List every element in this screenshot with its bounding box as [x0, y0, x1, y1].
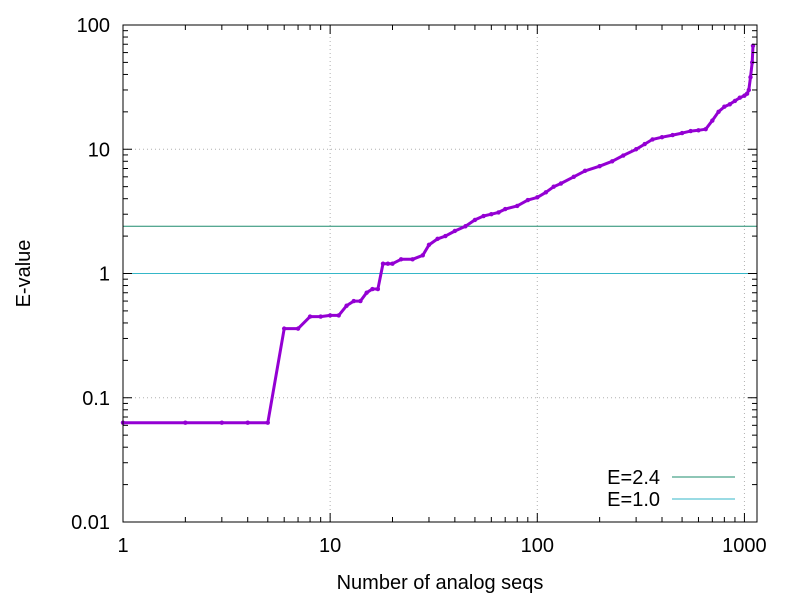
data-point — [472, 217, 478, 223]
x-tick-label: 1 — [117, 535, 128, 557]
data-point — [543, 190, 549, 195]
data-point — [375, 286, 381, 292]
data-point — [452, 228, 458, 234]
data-point — [327, 313, 333, 318]
data-point — [744, 91, 750, 96]
data-point — [679, 130, 685, 136]
data-point — [696, 128, 701, 133]
data-point — [344, 303, 349, 308]
data-point — [710, 118, 715, 123]
data-point — [443, 233, 448, 239]
data-point — [746, 87, 752, 93]
y-tick-label: 1 — [99, 264, 110, 286]
y-tick-label: 10 — [88, 139, 110, 161]
data-point — [515, 203, 520, 209]
reference-lines — [123, 225, 757, 274]
data-point — [426, 242, 432, 248]
axis-ticks — [122, 24, 757, 523]
x-tick-label: 100 — [521, 535, 554, 557]
data-point — [420, 253, 425, 258]
data-point — [703, 127, 708, 132]
data-point — [502, 206, 508, 212]
data-point — [650, 137, 655, 142]
data-point — [621, 153, 626, 158]
data-point — [659, 135, 665, 140]
data-point — [481, 213, 486, 219]
data-point — [380, 261, 386, 266]
data-point — [370, 286, 375, 292]
data-point — [281, 326, 287, 331]
series-plot — [120, 43, 756, 425]
data-point — [496, 210, 501, 215]
data-point — [688, 128, 693, 134]
legend: E=2.4E=1.0 — [607, 467, 735, 511]
data-point — [336, 313, 341, 318]
data-point — [737, 95, 743, 100]
data-point — [670, 132, 675, 138]
data-point — [295, 326, 301, 331]
data-point — [748, 75, 753, 80]
x-tick-label: 10 — [319, 535, 341, 557]
y-axis-label: E-value — [13, 240, 35, 308]
legend-label: E=2.4 — [607, 467, 660, 489]
data-point — [318, 314, 323, 319]
x-axis-label: Number of analog seqs — [337, 572, 544, 594]
data-point — [525, 197, 531, 203]
data-point — [351, 298, 356, 304]
data-point — [489, 212, 494, 217]
y-tick-label: 0.01 — [71, 512, 110, 534]
data-point — [535, 195, 540, 200]
data-point — [364, 290, 369, 295]
data-point — [642, 141, 647, 147]
data-point — [582, 168, 588, 174]
data-point — [722, 104, 727, 109]
data-point — [219, 420, 225, 425]
data-point — [183, 420, 188, 425]
data-point — [390, 261, 395, 266]
data-point — [463, 224, 468, 229]
data-point — [265, 420, 270, 425]
data-point — [610, 159, 615, 164]
data-point — [551, 184, 556, 189]
data-point — [410, 257, 415, 262]
series-line — [123, 45, 755, 425]
data-point — [435, 236, 440, 242]
data-point — [358, 298, 363, 304]
y-tick-label: 0.1 — [82, 388, 110, 410]
data-point — [732, 98, 738, 104]
x-tick-label: 1000 — [722, 535, 767, 557]
data-point — [245, 420, 250, 425]
data-point — [398, 257, 404, 262]
data-point — [633, 147, 639, 152]
data-point — [307, 314, 313, 319]
data-point — [597, 164, 602, 169]
data-point — [716, 109, 721, 115]
tick-labels: 1 10 100 1000 0.01 0.1 1 10 100 — [71, 15, 767, 557]
data-point — [571, 174, 576, 180]
data-point — [385, 261, 391, 266]
data-point — [558, 181, 564, 186]
data-point — [727, 102, 733, 107]
legend-label: E=1.0 — [607, 489, 660, 511]
y-tick-label: 100 — [77, 15, 110, 37]
